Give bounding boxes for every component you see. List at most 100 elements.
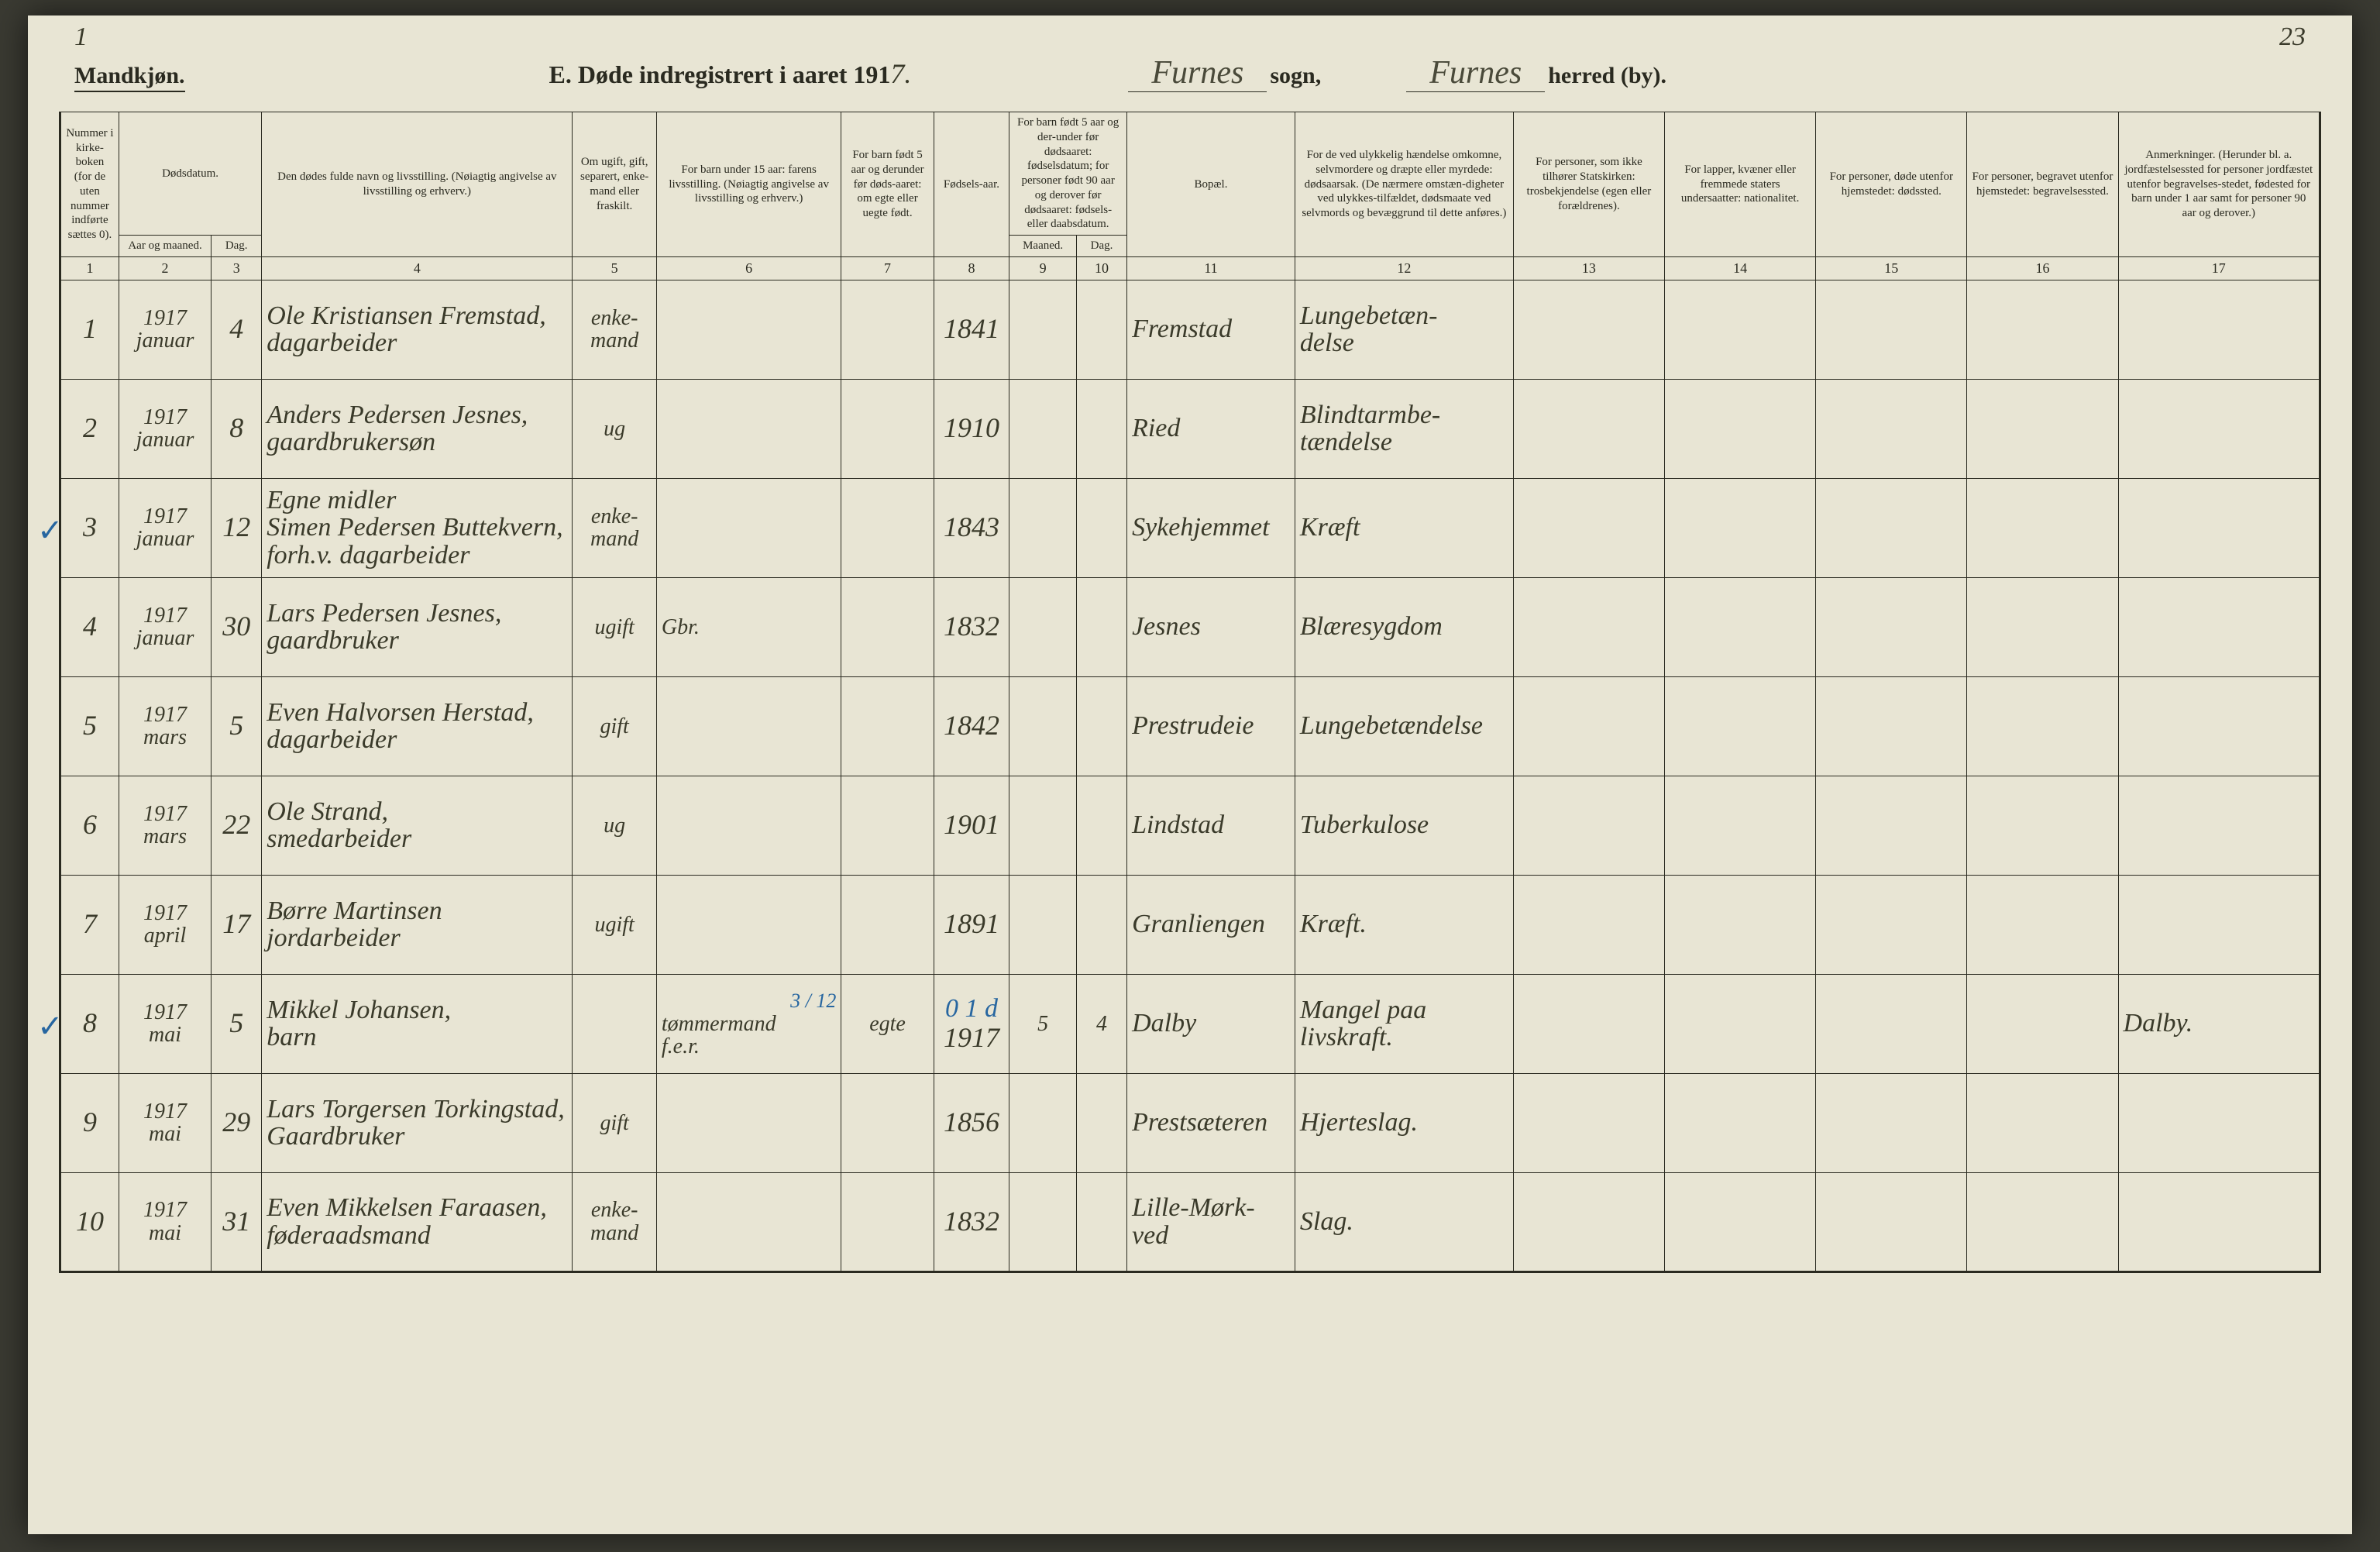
- row-number: 10: [66, 1207, 114, 1237]
- cell-name: Egne midlerSimen Pedersen Buttekvern,for…: [262, 478, 573, 577]
- marital-status: ug: [577, 418, 651, 440]
- colnum: 1: [60, 256, 119, 280]
- cell-17: [2118, 676, 2320, 776]
- cell-day: 31: [212, 1172, 262, 1272]
- cell-17: [2118, 379, 2320, 478]
- cell-name: Lars Pedersen Jesnes,gaardbruker: [262, 577, 573, 676]
- col-11-header: Bopæl.: [1127, 112, 1295, 257]
- death-day: 5: [229, 710, 243, 741]
- cell-16: [1967, 1073, 2118, 1172]
- col-17-header: Anmerkninger. (Herunder bl. a. jordfæste…: [2118, 112, 2320, 257]
- cell-father: Gbr.: [656, 577, 841, 676]
- birth-year: 1901: [944, 809, 999, 840]
- colnum: 13: [1513, 256, 1664, 280]
- cell-name: Anders Pedersen Jesnes,gaardbrukersøn: [262, 379, 573, 478]
- row-number: 5: [66, 711, 114, 741]
- cell-father: [656, 1172, 841, 1272]
- colnum: 14: [1665, 256, 1816, 280]
- cell-bd: [1076, 280, 1126, 379]
- cell-13: [1513, 776, 1664, 875]
- name-occupation: Lars Pedersen Jesnes,gaardbruker: [267, 600, 567, 655]
- father-occupation: Gbr.: [662, 616, 837, 638]
- cell-day: 29: [212, 1073, 262, 1172]
- col-6-header: For barn under 15 aar: farens livsstilli…: [656, 112, 841, 257]
- cell-birth: 1891: [934, 875, 1009, 974]
- birth-year: 1917: [944, 1022, 999, 1053]
- birth-year: 1832: [944, 1206, 999, 1237]
- cell-name: Even Mikkelsen Faraasen,føderaadsmand: [262, 1172, 573, 1272]
- cell-legit: [841, 577, 934, 676]
- cell-bd: [1076, 478, 1126, 577]
- cell-year-month: 1917mars: [119, 676, 211, 776]
- cell-bm: [1009, 379, 1077, 478]
- death-day: 5: [229, 1007, 243, 1038]
- colnum: 11: [1127, 256, 1295, 280]
- name-occupation: Egne midlerSimen Pedersen Buttekvern,for…: [267, 487, 567, 570]
- cell-place: Dalby: [1127, 974, 1295, 1073]
- cause-of-death: Blindtarmbe-tændelse: [1300, 401, 1508, 456]
- cell-legit: [841, 478, 934, 577]
- cause-of-death: Tuberkulose: [1300, 811, 1508, 839]
- cell-year-month: 1917mars: [119, 776, 211, 875]
- cell-year-month: 1917januar: [119, 577, 211, 676]
- cell-name: Mikkel Johansen,barn: [262, 974, 573, 1073]
- table-row: ✓81917mai5Mikkel Johansen,barn3 / 12tømm…: [60, 974, 2320, 1073]
- table-row: ✓31917januar12Egne midlerSimen Pedersen …: [60, 478, 2320, 577]
- cell-17: Dalby.: [2118, 974, 2320, 1073]
- cause-of-death: Kræft.: [1300, 910, 1508, 938]
- cell-17: [2118, 776, 2320, 875]
- checkmark-icon: ✓: [37, 1009, 64, 1044]
- cell-name: Ole Kristiansen Fremstad,dagarbeider: [262, 280, 573, 379]
- legitimacy: egte: [869, 1012, 906, 1036]
- cell-cause: Kræft: [1295, 478, 1513, 577]
- cell-13: [1513, 875, 1664, 974]
- cell-birth: 1842: [934, 676, 1009, 776]
- marital-status: enke-mand: [577, 307, 651, 353]
- col-8-header: Fødsels-aar.: [934, 112, 1009, 257]
- death-month: mars: [143, 726, 187, 748]
- cell-place: Prestsæteren: [1127, 1073, 1295, 1172]
- cell-number: 2: [60, 379, 119, 478]
- cell-place: Ried: [1127, 379, 1295, 478]
- name-occupation: Anders Pedersen Jesnes,gaardbrukersøn: [267, 401, 567, 456]
- birth-year: 1843: [944, 511, 999, 542]
- cell-day: 5: [212, 974, 262, 1073]
- residence: Ried: [1132, 415, 1290, 442]
- cell-bm: [1009, 577, 1077, 676]
- col-15-header: For personer, døde utenfor hjemstedet: d…: [1816, 112, 1967, 257]
- cell-day: 5: [212, 676, 262, 776]
- colnum: 5: [573, 256, 656, 280]
- cell-17: [2118, 1172, 2320, 1272]
- cell-15: [1816, 875, 1967, 974]
- name-occupation: Even Mikkelsen Faraasen,føderaadsmand: [267, 1194, 567, 1249]
- cell-father: [656, 875, 841, 974]
- marital-status: enke-mand: [577, 1199, 651, 1244]
- cell-birth: 1832: [934, 577, 1009, 676]
- cell-14: [1665, 379, 1816, 478]
- death-day: 31: [222, 1206, 250, 1237]
- cell-16: [1967, 577, 2118, 676]
- colnum: 10: [1076, 256, 1126, 280]
- cell-14: [1665, 1172, 1816, 1272]
- cell-day: 30: [212, 577, 262, 676]
- annotation-blue: 3 / 12: [662, 989, 837, 1013]
- cell-cause: Tuberkulose: [1295, 776, 1513, 875]
- death-year: 1917: [143, 307, 187, 329]
- death-year: 1917: [143, 902, 187, 924]
- marital-status: ug: [577, 814, 651, 837]
- cause-of-death: Hjerteslag.: [1300, 1109, 1508, 1137]
- cell-14: [1665, 974, 1816, 1073]
- cell-bm: [1009, 478, 1077, 577]
- cell-15: [1816, 1073, 1967, 1172]
- cell-father: [656, 676, 841, 776]
- cell-16: [1967, 676, 2118, 776]
- death-day: 30: [222, 611, 250, 642]
- table-row: 21917januar8Anders Pedersen Jesnes,gaard…: [60, 379, 2320, 478]
- death-month: mars: [143, 825, 187, 848]
- cell-16: [1967, 875, 2118, 974]
- col-9b-header: Dag.: [1076, 236, 1126, 257]
- cell-bd: [1076, 875, 1126, 974]
- cell-cause: Blindtarmbe-tændelse: [1295, 379, 1513, 478]
- cell-17: [2118, 280, 2320, 379]
- checkmark-icon: ✓: [37, 513, 64, 549]
